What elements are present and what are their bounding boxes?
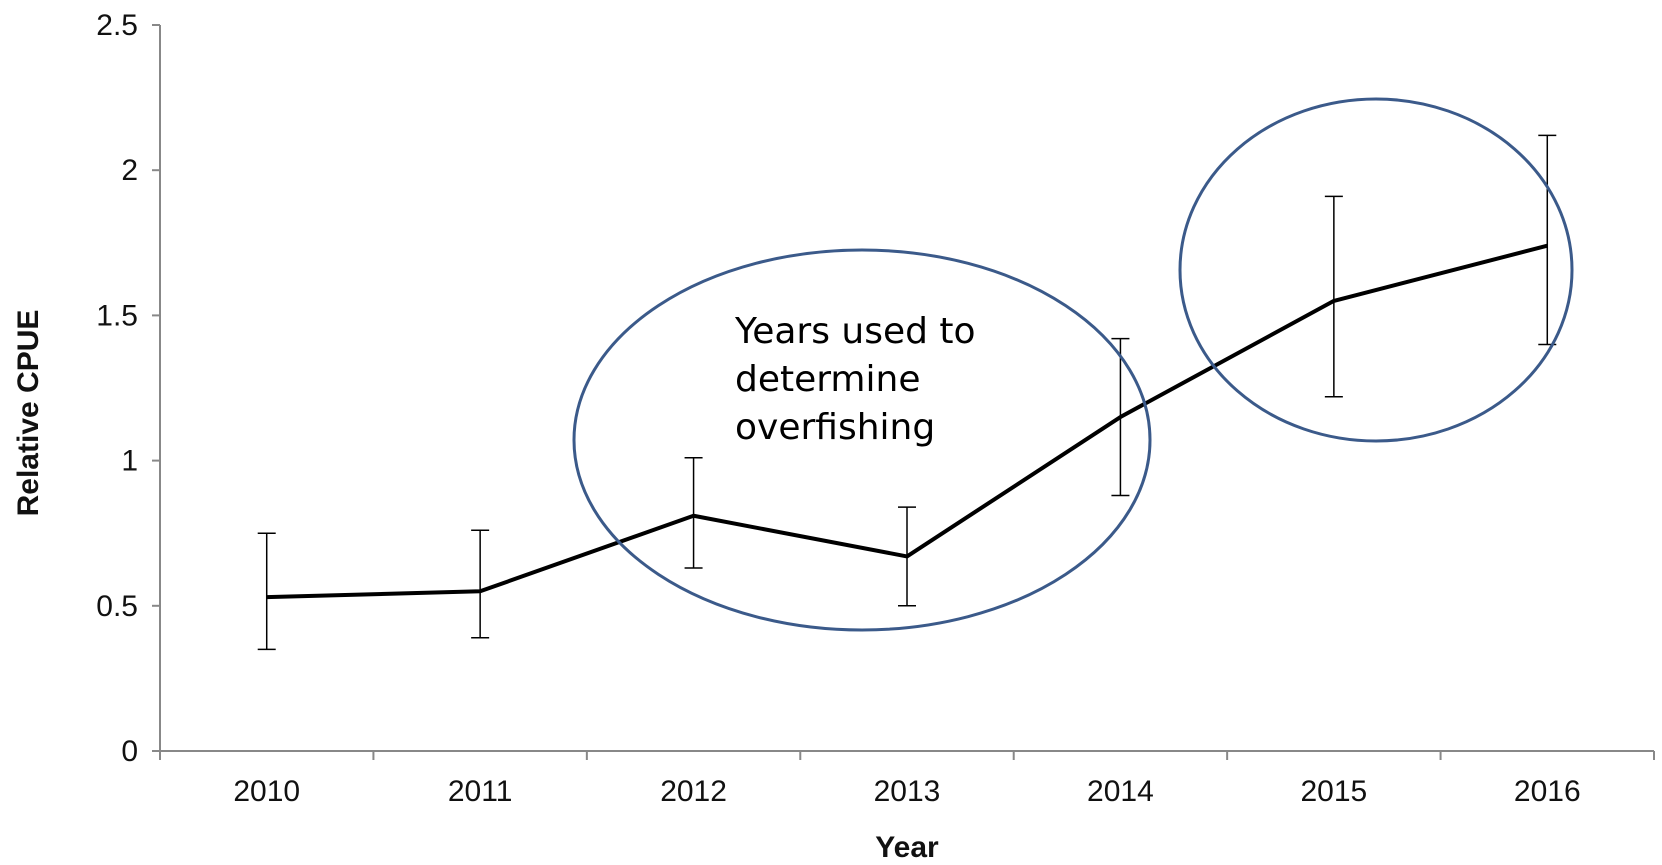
error-bar [471,529,490,639]
annotation-ellipse [572,248,1152,632]
x-tick-label: 2015 [1300,775,1367,808]
annotation-text: Years used to determine overfishing [734,311,976,448]
x-tick-label: 2014 [1087,775,1154,808]
error-bar [1538,134,1557,346]
error-bar [257,532,276,651]
y-tick-label: 1.5 [96,299,138,332]
annotation-ellipse [1178,97,1574,443]
x-tick-label: 2010 [233,775,300,808]
error-bar [684,456,703,569]
x-axis-title: Year [875,831,939,864]
series-line [266,243,1548,600]
y-tick-label: 0 [121,735,138,768]
annotation-text-line: determine [735,359,920,400]
annotation-ellipses [572,97,1574,632]
y-axis-title: Relative CPUE [12,310,45,517]
y-tick-label: 2 [121,154,138,187]
x-tick-label: 2012 [660,775,727,808]
annotation-text-line: overfishing [735,407,935,448]
x-tick-label: 2011 [448,775,513,808]
x-tick-label: 2013 [874,775,941,808]
y-tick-label: 0.5 [96,590,138,623]
annotation-text-line: Years used to [734,311,976,352]
x-tick-label: 2016 [1514,775,1581,808]
plot-area: 00.511.522.5 2010 2011 2012 2013 2014 2015 201… [96,9,1655,808]
y-tick-label: 1 [121,445,138,478]
error-bar [1324,195,1343,398]
y-tick-label: 2.5 [96,9,138,42]
y-axis-ticks: 0 0.5 1 1.5 2 2.5 [96,9,160,768]
x-axis-ticks: 2010 2011 2012 2013 2014 2015 2016 [159,751,1655,808]
